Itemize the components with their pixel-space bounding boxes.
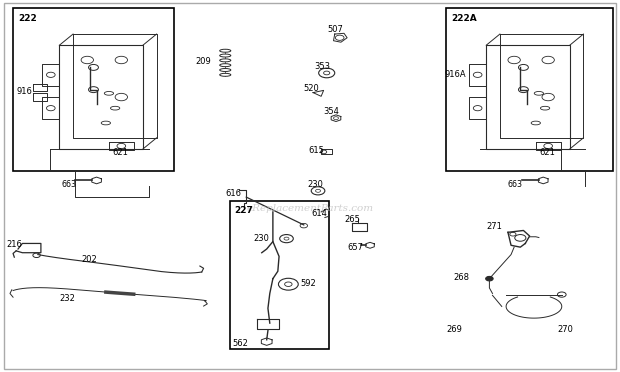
Text: 916: 916	[16, 87, 32, 96]
Text: 663: 663	[508, 180, 523, 189]
Ellipse shape	[219, 54, 231, 57]
Text: 222A: 222A	[451, 14, 477, 23]
Ellipse shape	[101, 121, 110, 125]
Ellipse shape	[219, 59, 231, 62]
Text: 216: 216	[7, 240, 23, 249]
Ellipse shape	[541, 106, 550, 110]
Text: 616: 616	[225, 189, 241, 198]
Text: 270: 270	[557, 325, 574, 334]
Text: 269: 269	[446, 325, 462, 334]
Text: 663: 663	[61, 180, 76, 189]
Text: 520: 520	[304, 84, 319, 93]
Ellipse shape	[219, 73, 231, 76]
Ellipse shape	[104, 92, 113, 95]
Text: 657: 657	[347, 243, 363, 252]
Text: 202: 202	[81, 255, 97, 264]
Text: 615: 615	[308, 146, 324, 155]
Text: 562: 562	[232, 339, 249, 348]
Ellipse shape	[534, 92, 544, 95]
Text: 507: 507	[327, 25, 343, 34]
Ellipse shape	[110, 106, 120, 110]
Text: 592: 592	[300, 279, 316, 288]
Bar	[13, 8, 174, 171]
Text: 353: 353	[314, 62, 330, 71]
Text: 209: 209	[195, 57, 211, 66]
Text: 621: 621	[112, 148, 128, 157]
Text: 265: 265	[345, 215, 360, 224]
Ellipse shape	[219, 64, 231, 67]
Ellipse shape	[219, 68, 231, 71]
Text: 268: 268	[454, 273, 469, 282]
Text: 227: 227	[234, 206, 254, 215]
Text: 354: 354	[324, 107, 340, 116]
Text: 230: 230	[307, 180, 323, 189]
Bar	[229, 201, 329, 349]
Text: eReplacementParts.com: eReplacementParts.com	[246, 204, 374, 213]
Circle shape	[485, 276, 493, 281]
Text: 232: 232	[60, 294, 76, 303]
Ellipse shape	[219, 49, 231, 52]
Text: 916A: 916A	[445, 70, 466, 79]
Text: 621: 621	[539, 148, 555, 157]
Text: 614: 614	[312, 209, 328, 218]
Text: 230: 230	[254, 234, 269, 243]
Bar	[446, 8, 613, 171]
Text: 271: 271	[486, 222, 502, 231]
Ellipse shape	[531, 121, 541, 125]
Text: 222: 222	[18, 14, 37, 23]
